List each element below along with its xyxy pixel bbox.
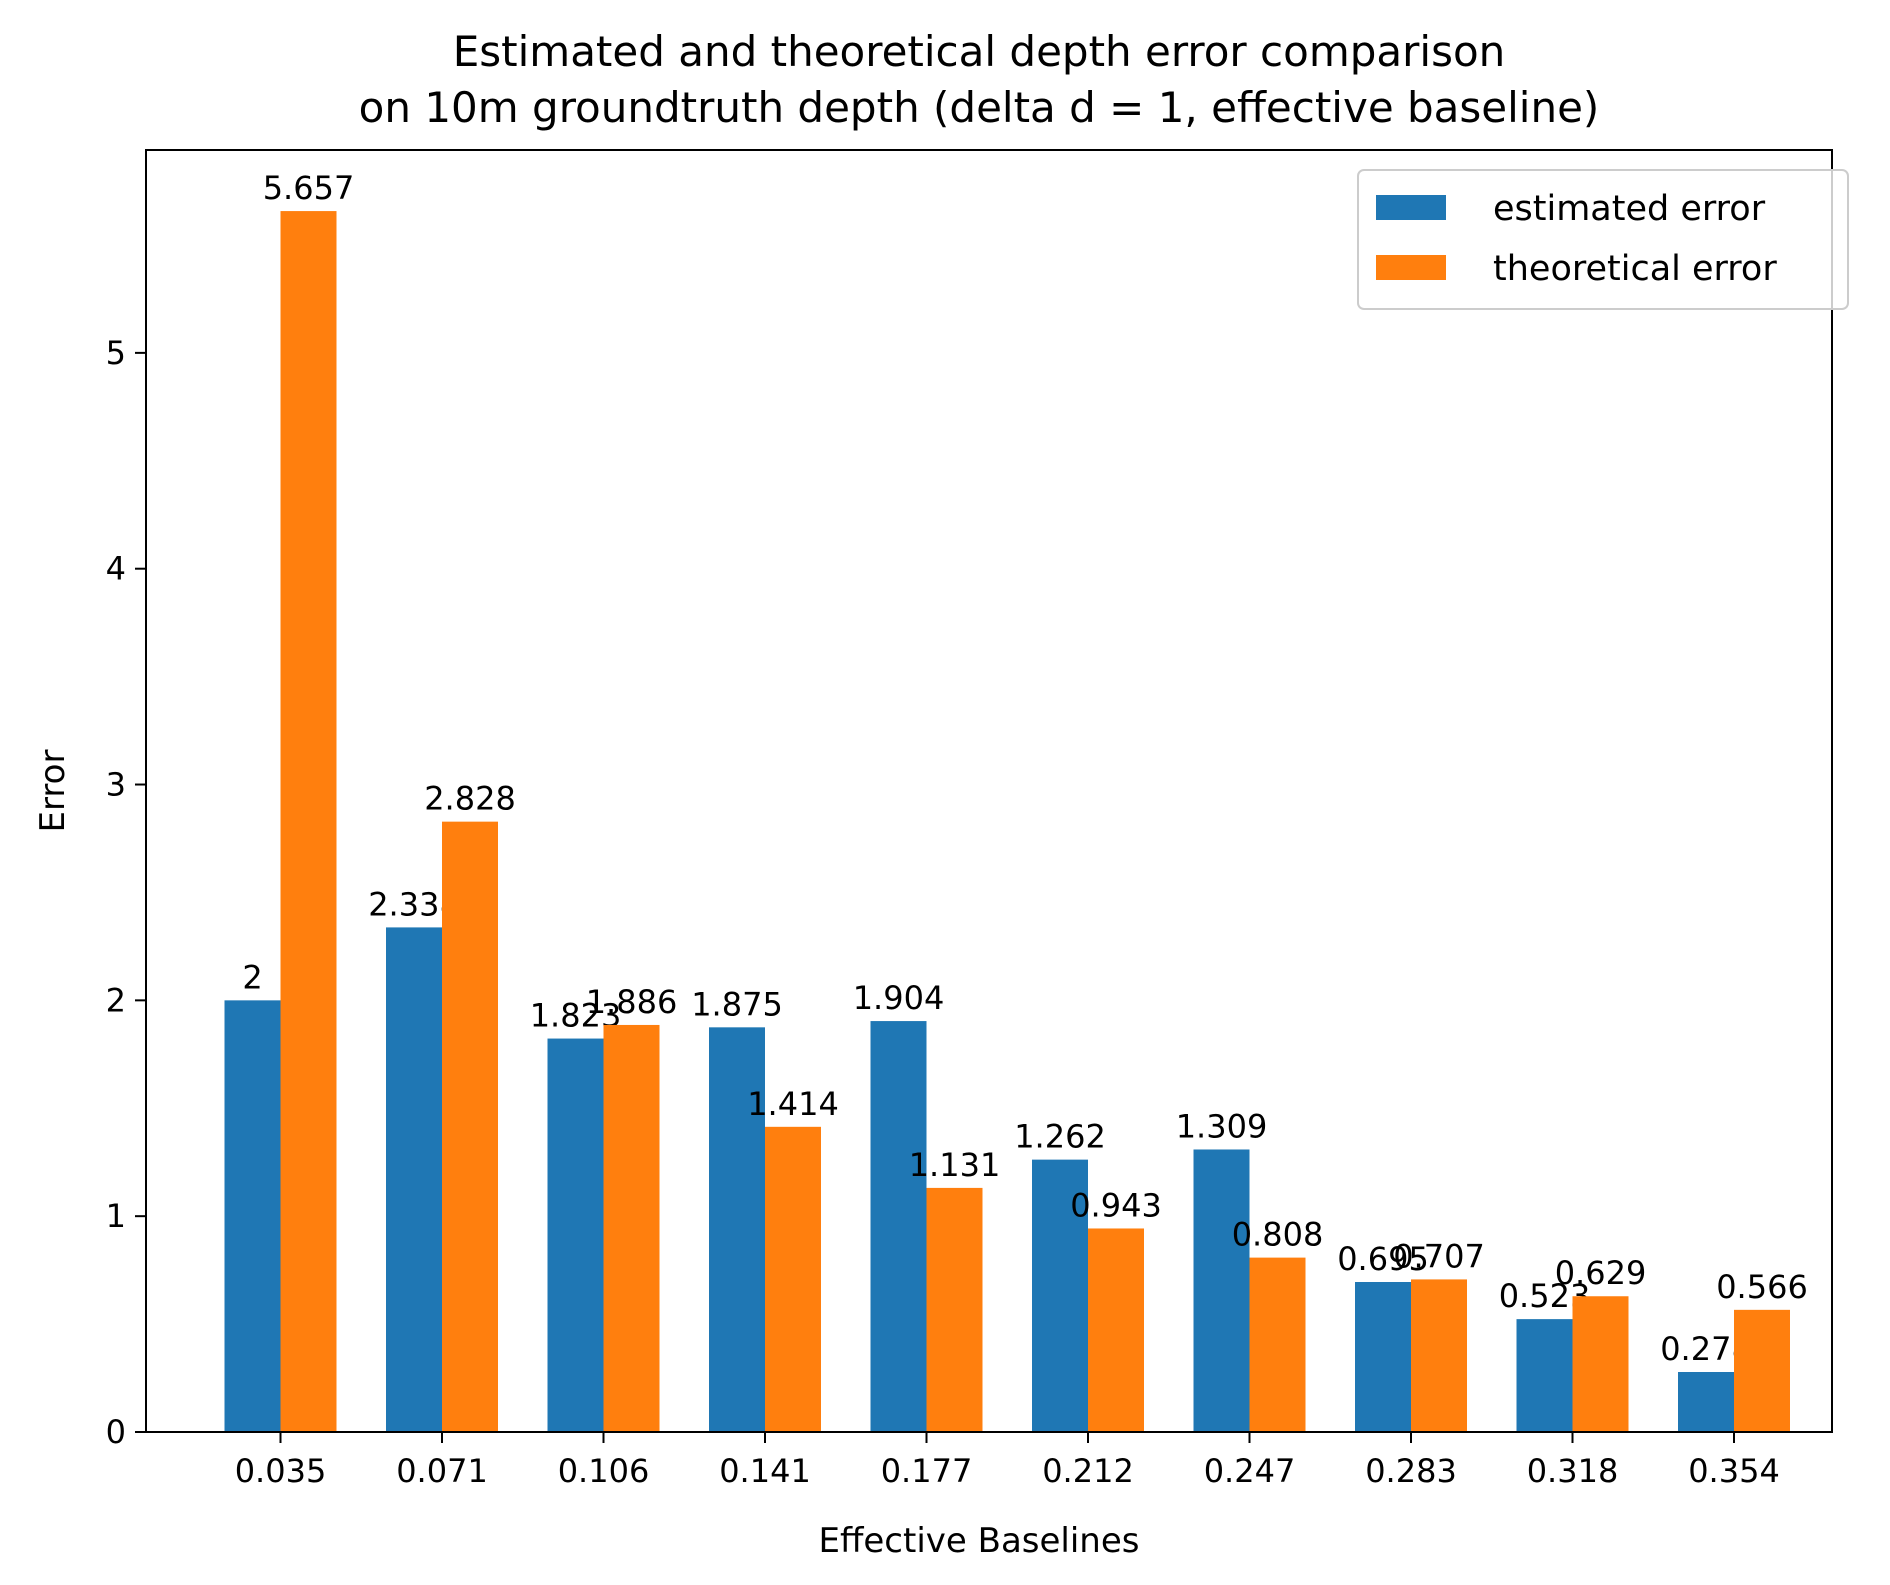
bar-theoretical-0.106	[603, 1024, 660, 1432]
y-axis-label: Error	[33, 750, 73, 833]
bar-theoretical-0.212	[1088, 1228, 1144, 1432]
bar-estimated-0.177	[870, 1021, 927, 1432]
chart-title-line-2: on 10m groundtruth depth (delta d = 1, e…	[359, 83, 1600, 132]
bar-value-label-estimated: 1.262	[1014, 1118, 1106, 1156]
bar-value-label-estimated: 1.904	[853, 979, 945, 1017]
bar-estimated-0.106	[547, 1038, 604, 1432]
x-tick-label: 0.141	[719, 1452, 811, 1490]
legend: estimated error theoretical error	[1357, 169, 1849, 310]
x-tick-label: 0.106	[558, 1452, 650, 1490]
bar-estimated-0.141	[709, 1027, 765, 1432]
bar-value-label-theoretical: 2.828	[424, 780, 516, 818]
legend-box	[1357, 169, 1849, 310]
x-tick-label: 0.318	[1527, 1452, 1619, 1490]
x-tick-label: 0.177	[881, 1452, 973, 1490]
legend-label-theoretical: theoretical error	[1493, 249, 1777, 289]
legend-swatch-estimated	[1376, 195, 1446, 220]
bar-theoretical-0.354	[1734, 1309, 1790, 1432]
bar-value-label-theoretical: 0.707	[1393, 1237, 1485, 1275]
bar-estimated-0.318	[1516, 1319, 1573, 1432]
legend-swatch-theoretical	[1376, 255, 1446, 280]
y-tick-label: 1	[106, 1197, 126, 1235]
x-tick-label: 0.035	[235, 1452, 327, 1490]
bar-value-label-theoretical: 0.808	[1232, 1216, 1324, 1254]
bar-theoretical-0.247	[1249, 1257, 1306, 1432]
plot-area: 01234525.6570.0352.3382.8280.0711.8231.8…	[106, 169, 1808, 1490]
bar-theoretical-0.035	[280, 211, 337, 1432]
y-tick-label: 3	[106, 766, 126, 804]
x-tick-label: 0.247	[1204, 1452, 1296, 1490]
bar-value-label-theoretical: 0.566	[1716, 1268, 1808, 1306]
bar-value-label-theoretical: 0.943	[1070, 1186, 1162, 1224]
y-tick-label: 4	[106, 550, 126, 588]
legend-label-estimated: estimated error	[1493, 189, 1766, 229]
bar-estimated-0.212	[1032, 1159, 1088, 1432]
y-tick-label: 5	[106, 334, 126, 372]
bar-value-label-estimated: 2	[242, 958, 262, 996]
bar-theoretical-0.318	[1572, 1296, 1629, 1432]
bar-estimated-0.354	[1678, 1372, 1734, 1432]
bar-theoretical-0.177	[926, 1187, 983, 1432]
bar-estimated-0.035	[224, 1000, 281, 1432]
bar-value-label-estimated: 0.695	[1337, 1240, 1429, 1278]
x-axis-label: Effective Baselines	[818, 1521, 1139, 1561]
x-tick-label: 0.354	[1688, 1452, 1780, 1490]
bar-estimated-0.071	[386, 927, 442, 1432]
bar-estimated-0.283	[1355, 1282, 1411, 1432]
chart-title-line-1: Estimated and theoretical depth error co…	[453, 27, 1506, 76]
x-tick-label: 0.071	[396, 1452, 488, 1490]
x-tick-label: 0.283	[1365, 1452, 1457, 1490]
bar-theoretical-0.141	[765, 1126, 821, 1432]
bar-value-label-estimated: 1.309	[1176, 1107, 1268, 1145]
bar-estimated-0.247	[1193, 1149, 1250, 1432]
y-tick-label: 2	[106, 981, 126, 1019]
bar-value-label-theoretical: 0.629	[1555, 1254, 1647, 1292]
bar-theoretical-0.283	[1411, 1279, 1467, 1432]
bar-value-label-theoretical: 1.131	[909, 1146, 1001, 1184]
bar-theoretical-0.071	[442, 821, 498, 1432]
x-tick-label: 0.212	[1042, 1452, 1134, 1490]
bar-value-label-theoretical: 5.657	[263, 169, 355, 207]
bar-value-label-theoretical: 1.414	[747, 1085, 839, 1123]
bar-value-label-theoretical: 1.886	[586, 983, 678, 1021]
bar-value-label-estimated: 1.875	[691, 985, 783, 1023]
y-tick-label: 0	[106, 1413, 126, 1451]
plot-frame	[145, 149, 1833, 1433]
